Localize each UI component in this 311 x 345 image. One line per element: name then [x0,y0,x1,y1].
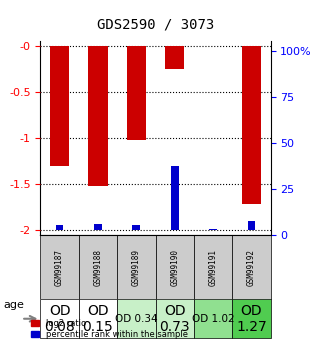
FancyBboxPatch shape [117,299,156,338]
Text: OD
0.15: OD 0.15 [83,304,113,334]
FancyBboxPatch shape [156,299,194,338]
Text: GSM99192: GSM99192 [247,249,256,286]
FancyBboxPatch shape [40,235,79,299]
Text: GDS2590 / 3073: GDS2590 / 3073 [97,17,214,31]
Bar [209,229,217,230]
Text: OD
1.27: OD 1.27 [236,304,267,334]
Text: GSM99189: GSM99189 [132,249,141,286]
Text: GSM99188: GSM99188 [94,249,102,286]
FancyBboxPatch shape [79,235,117,299]
Bar [248,221,255,230]
Bar [50,46,69,166]
FancyBboxPatch shape [156,235,194,299]
Bar [132,225,140,230]
Text: OD 1.02: OD 1.02 [192,314,234,324]
FancyBboxPatch shape [232,299,271,338]
Legend: log2 ratio, percentile rank within the sample: log2 ratio, percentile rank within the s… [29,317,189,341]
Bar [56,225,63,230]
Bar [171,166,179,230]
Text: GSM99190: GSM99190 [170,249,179,286]
Text: OD 0.34: OD 0.34 [115,314,158,324]
Bar [127,46,146,140]
Bar [94,224,102,230]
Text: GSM99191: GSM99191 [209,249,217,286]
Bar [88,46,108,186]
FancyBboxPatch shape [79,299,117,338]
Text: age: age [3,300,24,310]
Text: OD
0.73: OD 0.73 [159,304,190,334]
FancyBboxPatch shape [194,299,232,338]
FancyBboxPatch shape [40,299,79,338]
FancyBboxPatch shape [232,235,271,299]
FancyBboxPatch shape [194,235,232,299]
Bar [242,46,261,205]
Bar [165,46,184,69]
Text: OD
0.08: OD 0.08 [44,304,75,334]
Text: GSM99187: GSM99187 [55,249,64,286]
FancyBboxPatch shape [117,235,156,299]
